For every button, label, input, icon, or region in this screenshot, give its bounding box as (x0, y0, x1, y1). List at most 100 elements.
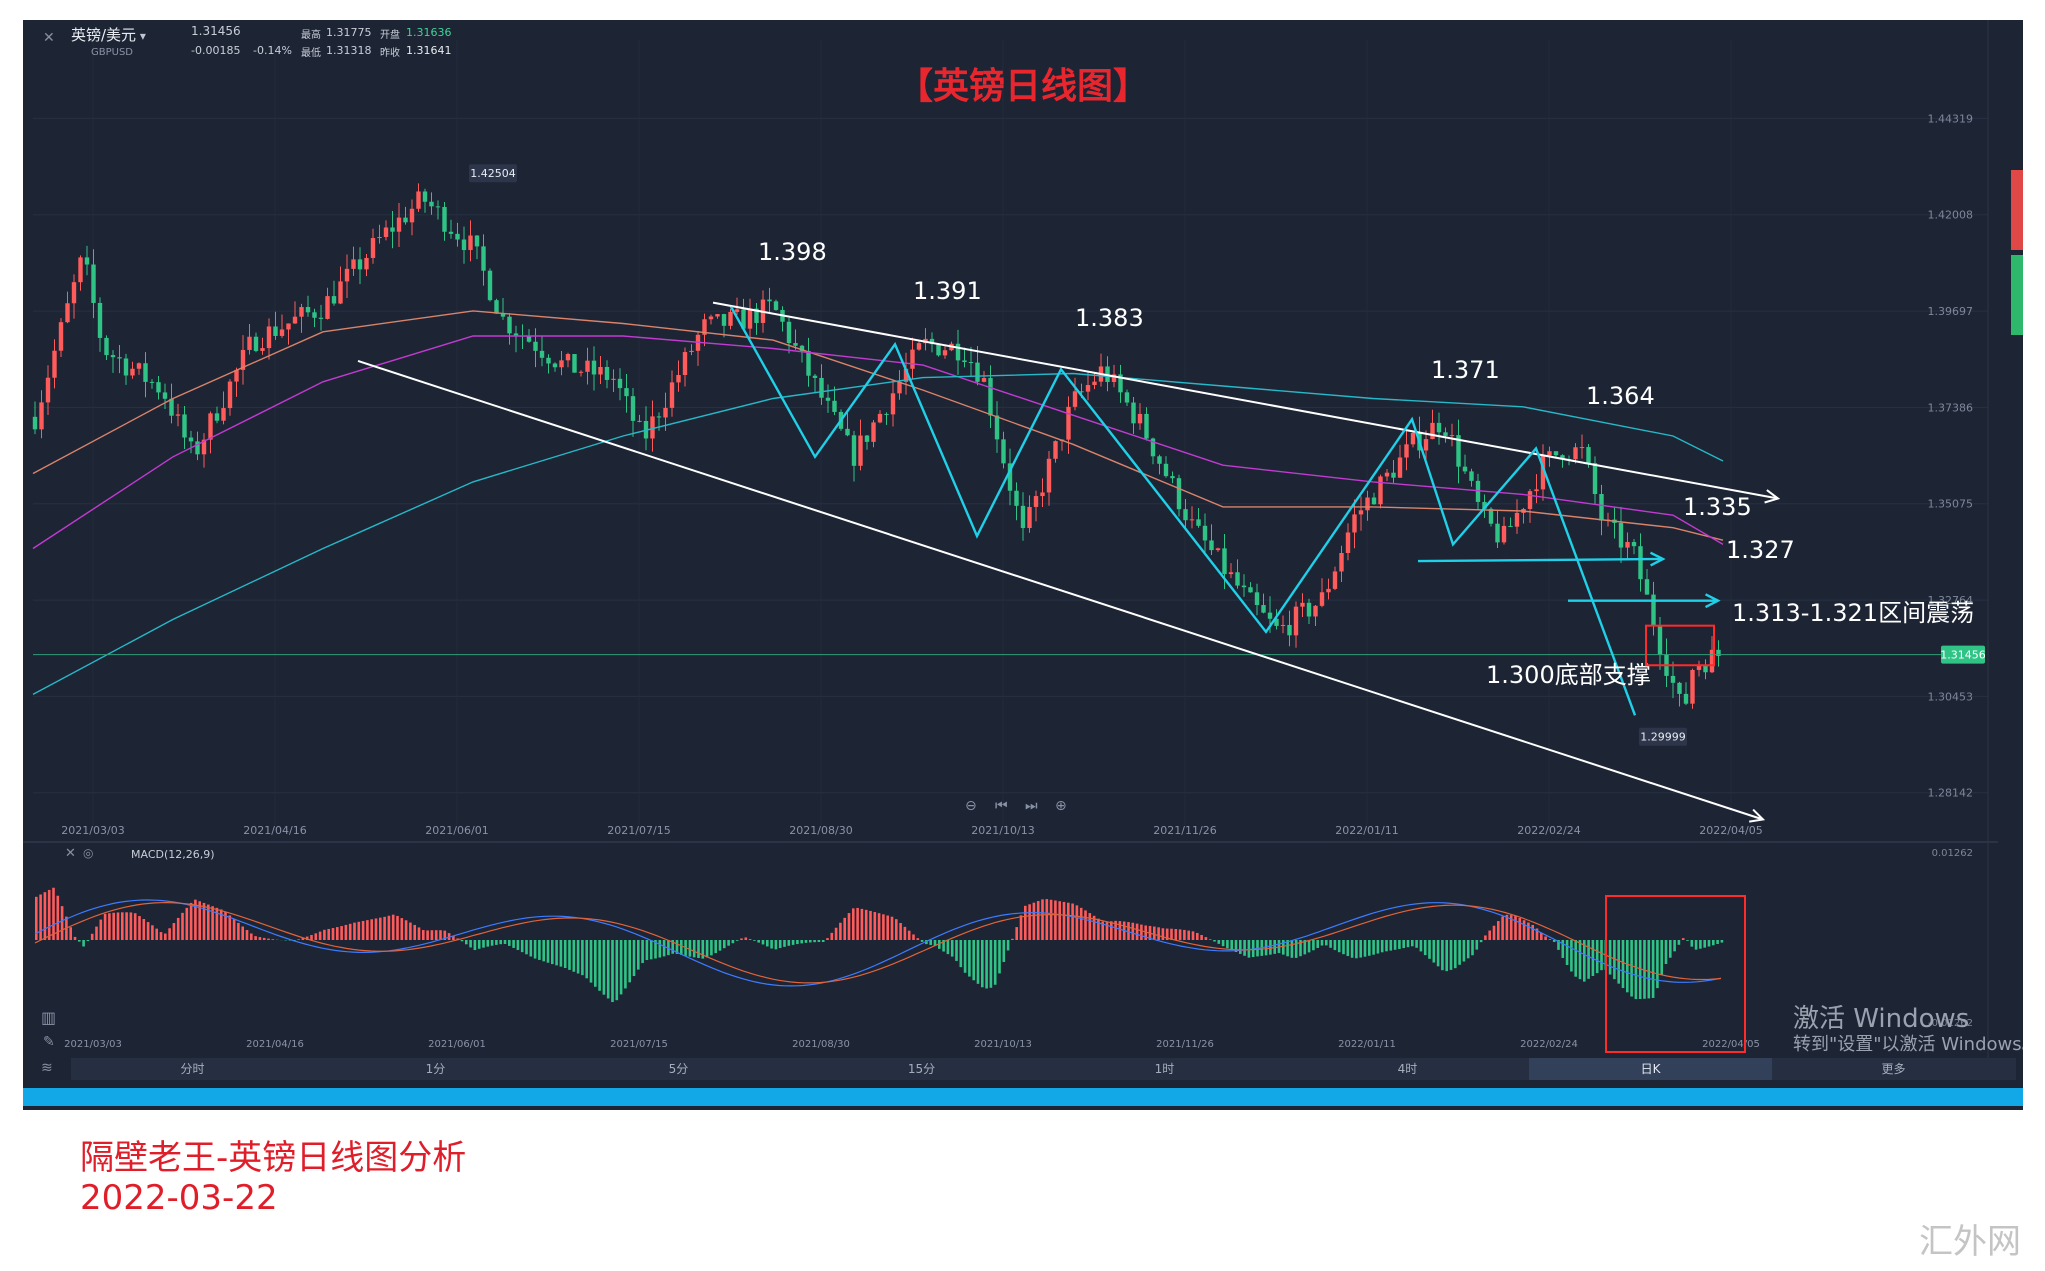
macd-bar (1294, 940, 1298, 958)
zoom-out-icon[interactable]: ⊖ (965, 798, 977, 814)
candle-body (734, 309, 740, 312)
zigzag-wave (729, 306, 1637, 716)
x-tick-label: 2021/10/13 (971, 824, 1034, 837)
macd-bar (1217, 940, 1221, 944)
macd-bar (783, 940, 786, 947)
tab-more[interactable]: 更多 (1881, 1062, 1906, 1076)
symbol-header[interactable]: 英镑/美元 ▾ (71, 26, 146, 44)
macd-settings-icon[interactable]: ◎ (83, 846, 94, 860)
macd-bar (619, 940, 623, 995)
tab-4h[interactable]: 4时 (1397, 1062, 1418, 1076)
candle-body (474, 235, 480, 247)
candle-body (637, 420, 642, 422)
candle-body (169, 398, 174, 416)
candle-body (1625, 542, 1630, 548)
tab-1m[interactable]: 1分 (425, 1062, 446, 1076)
candle-body (981, 378, 987, 382)
candle-body (1423, 439, 1429, 451)
candle-body (1053, 441, 1058, 459)
macd-close-icon[interactable]: ✕ (65, 846, 76, 861)
candle-body (617, 378, 623, 389)
macd-bar (662, 940, 666, 957)
close-icon[interactable]: ✕ (43, 30, 55, 46)
macd-bar (761, 940, 765, 945)
macd-bar (288, 940, 292, 941)
low-marker-box (1639, 727, 1687, 746)
candle-body (1703, 666, 1708, 673)
candle-body (422, 191, 428, 202)
sell-button[interactable] (2011, 170, 2023, 250)
macd-bar (1415, 940, 1418, 948)
macd-bar (976, 940, 980, 984)
macd-bar (1600, 940, 1603, 971)
candle-body (1384, 472, 1390, 477)
buy-button[interactable] (2011, 255, 2023, 335)
settings-icon[interactable]: ≋ (41, 1060, 53, 1076)
tab-timeshare[interactable]: 分时 (180, 1062, 205, 1076)
macd-bar (516, 940, 520, 951)
candle-body (182, 414, 187, 438)
tab-5m[interactable]: 5分 (668, 1062, 689, 1076)
candle-body (1144, 413, 1149, 439)
macd-bar (1140, 924, 1143, 940)
macd-bar (1239, 940, 1242, 954)
macd-bar (1208, 939, 1212, 940)
high-value: 1.31775 (326, 26, 372, 39)
macd-bar (1075, 905, 1079, 940)
macd-bar (90, 933, 94, 940)
symbol-name[interactable]: 英镑/美元 (71, 26, 137, 44)
candle-body (195, 441, 200, 455)
macd-bar (95, 926, 98, 940)
candle-body (526, 336, 532, 342)
zoom-in-icon[interactable]: ⊕ (1055, 798, 1067, 814)
macd-bar (1006, 940, 1010, 951)
candles (32, 183, 1721, 709)
macd-bar (1720, 940, 1724, 943)
candle-body (741, 309, 746, 329)
channel-lower-line-head (1749, 808, 1766, 823)
macd-bar (1062, 901, 1066, 940)
candle-body (721, 314, 727, 326)
candle-body (279, 329, 285, 336)
indicator-icon[interactable]: ▥ (41, 1008, 57, 1027)
macd-bar (869, 910, 872, 940)
macd-bar (809, 940, 812, 943)
macd-bar (654, 940, 657, 959)
x-tick-label: 2022/04/05 (1699, 824, 1762, 837)
macd-bar (1613, 940, 1616, 980)
annotation-label: 1.364 (1586, 382, 1655, 410)
scroll-left-icon[interactable]: ⏮ (995, 798, 1008, 814)
macd-bar (1221, 940, 1225, 947)
macd-bar (907, 930, 911, 940)
macd-bar (43, 892, 47, 940)
macd-bar (1346, 940, 1350, 957)
macd-bar (1071, 903, 1074, 940)
tab-15m[interactable]: 15分 (907, 1062, 936, 1076)
macd-bar (267, 938, 270, 940)
macd-bar (1492, 925, 1496, 940)
macd-bar (1578, 940, 1582, 980)
candle-body (1501, 525, 1507, 543)
candle-body (253, 336, 259, 351)
tab-daily[interactable]: 日K (1529, 1058, 1772, 1080)
candle-body (312, 312, 317, 318)
candle-body (767, 299, 772, 302)
pencil-icon[interactable]: ✎ (43, 1034, 55, 1050)
macd-bar (1243, 940, 1246, 956)
candle-body (1248, 587, 1253, 593)
candle-body (468, 235, 473, 251)
candle-body (1436, 422, 1442, 433)
macd-bar (1690, 940, 1694, 947)
candle-body (676, 375, 681, 383)
macd-bar (1380, 940, 1384, 953)
candle-body (1046, 458, 1052, 493)
candle-body (1157, 456, 1162, 464)
candle-body (1079, 391, 1084, 393)
macd-bar (219, 909, 223, 940)
scroll-right-icon[interactable]: ⏭ (1025, 798, 1038, 814)
macd-bar (1406, 940, 1410, 948)
candle-body (1696, 666, 1702, 670)
tab-1h[interactable]: 1时 (1154, 1062, 1175, 1076)
macd-bar (1230, 940, 1233, 951)
candle-body (578, 371, 584, 373)
